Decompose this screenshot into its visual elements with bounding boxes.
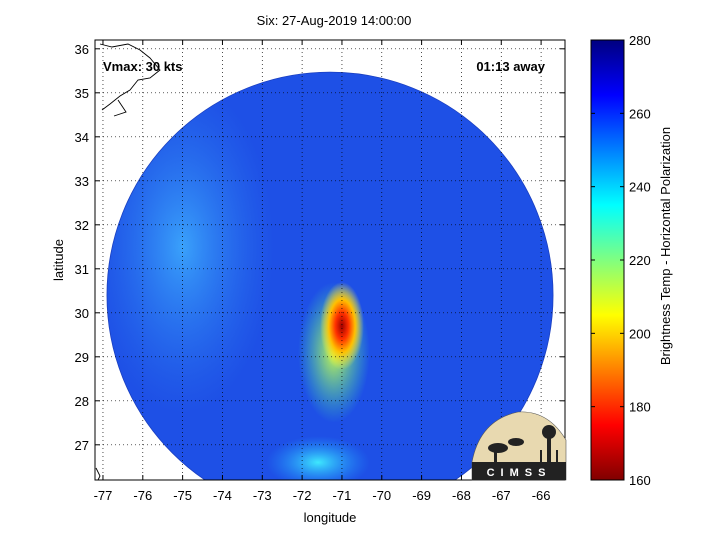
x-tick-label: -66 [532, 488, 551, 503]
y-tick-label: 27 [75, 438, 89, 453]
y-tick-label: 28 [75, 394, 89, 409]
y-tick-label: 34 [75, 130, 89, 145]
x-tick-label: -71 [333, 488, 352, 503]
y-tick-label: 32 [75, 218, 89, 233]
southern-convection [266, 436, 370, 480]
colorbar-label: Brightness Temp - Horizontal Polarizatio… [658, 127, 673, 365]
x-tick-label: -72 [293, 488, 312, 503]
colorbar-tick-label: 160 [629, 473, 651, 488]
x-axis-label: longitude [304, 510, 357, 525]
convective-core [320, 282, 364, 370]
x-tick-label: -68 [452, 488, 471, 503]
x-tick-label: -67 [492, 488, 511, 503]
x-tick-label: -70 [372, 488, 391, 503]
x-tick-label: -73 [253, 488, 272, 503]
swath-edge [106, 71, 554, 480]
y-tick-label: 36 [75, 42, 89, 57]
y-tick-label: 30 [75, 306, 89, 321]
y-axis-label: latitude [51, 239, 66, 281]
y-tick-label: 31 [75, 262, 89, 277]
logo-text: CIMSS [487, 467, 552, 479]
colorbar-tick-label: 260 [629, 106, 651, 121]
chart-title: Six: 27-Aug-2019 14:00:00 [257, 13, 412, 28]
time-offset-annotation: 01:13 away [476, 59, 545, 74]
colorbar [590, 39, 625, 481]
y-tick-label: 35 [75, 86, 89, 101]
coastline [95, 43, 161, 480]
grid [95, 40, 565, 480]
colorbar-tick-label: 240 [629, 180, 651, 195]
colorbar-ticks: 160 180 200 220 240 260 280 [591, 33, 651, 488]
y-tick-label: 33 [75, 174, 89, 189]
colorbar-tick-label: 180 [629, 400, 651, 415]
x-axis-ticks: -77 -76 -75 -74 -73 -72 -71 -70 -69 -68 -67 -66 [94, 40, 551, 503]
y-tick-label: 29 [75, 350, 89, 365]
vmax-annotation: Vmax: 30 kts [103, 59, 183, 74]
y-axis-ticks: 27 28 29 30 31 32 33 34 35 36 [75, 42, 565, 453]
colorbar-tick-label: 280 [629, 33, 651, 48]
colorbar-tick-label: 220 [629, 253, 651, 268]
x-tick-label: -75 [173, 488, 192, 503]
x-tick-label: -74 [213, 488, 232, 503]
x-tick-label: -69 [412, 488, 431, 503]
cimss-logo: CIMSS [471, 411, 567, 481]
x-tick-label: -77 [94, 488, 113, 503]
axes-frame [94, 39, 566, 481]
colorbar-tick-label: 200 [629, 326, 651, 341]
microwave-swath [106, 71, 554, 480]
x-tick-label: -76 [133, 488, 152, 503]
